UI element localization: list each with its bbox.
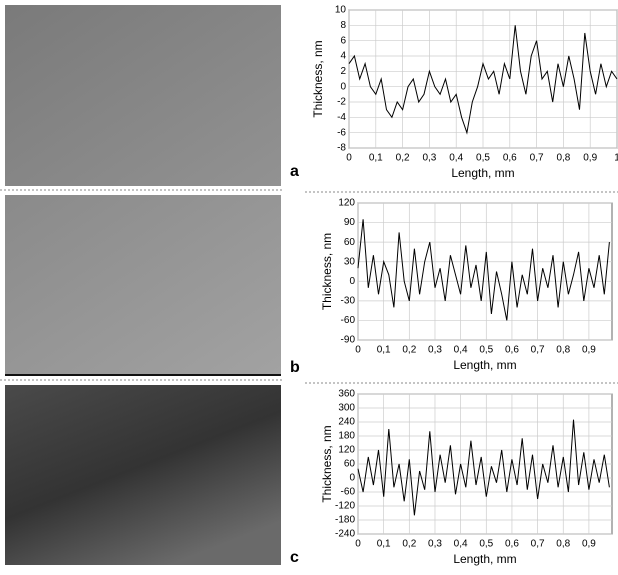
x-tick-label: 0,7 xyxy=(531,345,545,356)
y-tick-label: 10 xyxy=(335,5,347,16)
y-tick-label: -180 xyxy=(335,515,355,526)
panel-label: b xyxy=(290,359,300,376)
micrograph-c xyxy=(5,385,281,565)
y-tick-label: 0 xyxy=(340,81,346,92)
y-tick-label: -60 xyxy=(341,315,356,326)
x-tick-label: 0,5 xyxy=(479,539,493,550)
x-axis-title: Length, mm xyxy=(453,552,516,566)
micrograph-a xyxy=(5,5,281,186)
x-tick-label: 0,9 xyxy=(582,345,596,356)
x-tick-label: 0 xyxy=(346,153,352,164)
x-tick-label: 0,3 xyxy=(428,345,442,356)
y-tick-label: 2 xyxy=(340,66,346,77)
y-tick-label: -60 xyxy=(341,487,356,498)
x-tick-label: 0,9 xyxy=(582,539,596,550)
y-tick-label: -8 xyxy=(337,143,346,154)
y-tick-label: 60 xyxy=(344,237,356,248)
panel-label: a xyxy=(290,163,299,180)
x-tick-label: 0,5 xyxy=(476,153,490,164)
x-tick-label: 0,8 xyxy=(556,345,570,356)
x-tick-label: 0,3 xyxy=(422,153,436,164)
x-tick-label: 0,8 xyxy=(556,153,570,164)
x-axis-title: Length, mm xyxy=(453,358,516,372)
y-tick-label: -120 xyxy=(335,501,355,512)
x-tick-label: 0,8 xyxy=(556,539,570,550)
profile-line xyxy=(357,219,610,321)
y-tick-label: 90 xyxy=(344,217,356,228)
y-tick-label: 6 xyxy=(340,35,346,46)
y-tick-label: 120 xyxy=(338,445,355,456)
y-axis-title: Thickness, nm xyxy=(320,233,334,310)
x-tick-label: 0,3 xyxy=(428,539,442,550)
x-axis-title: Length, mm xyxy=(451,166,514,180)
y-tick-label: 300 xyxy=(338,403,355,414)
x-tick-label: 0,5 xyxy=(479,345,493,356)
x-tick-label: 0 xyxy=(355,345,361,356)
y-tick-label: 4 xyxy=(340,51,346,62)
y-tick-label: -30 xyxy=(341,295,356,306)
profile-line xyxy=(348,25,618,135)
x-tick-label: 0,6 xyxy=(505,539,519,550)
x-tick-label: 1 xyxy=(614,153,618,164)
y-tick-label: 360 xyxy=(338,389,355,400)
y-tick-label: -6 xyxy=(337,127,346,138)
micrograph-b xyxy=(5,195,281,375)
x-tick-label: 0,1 xyxy=(377,539,391,550)
x-tick-label: 0,2 xyxy=(402,539,416,550)
plot-area xyxy=(357,202,613,341)
x-tick-label: 0,9 xyxy=(583,153,597,164)
profile-line xyxy=(357,419,610,516)
x-tick-label: 0,4 xyxy=(454,345,468,356)
y-tick-label: -240 xyxy=(335,529,355,540)
x-tick-label: 0,4 xyxy=(454,539,468,550)
x-tick-label: 0 xyxy=(355,539,361,550)
x-tick-label: 0,6 xyxy=(503,153,517,164)
x-tick-label: 0,2 xyxy=(396,153,410,164)
y-tick-label: 8 xyxy=(340,20,346,31)
x-tick-label: 0,7 xyxy=(530,153,544,164)
y-tick-label: -90 xyxy=(341,335,356,346)
y-tick-label: 0 xyxy=(349,276,355,287)
x-tick-label: 0,7 xyxy=(531,539,545,550)
x-tick-label: 0,6 xyxy=(505,345,519,356)
x-tick-label: 0,2 xyxy=(402,345,416,356)
y-tick-label: 120 xyxy=(338,198,355,209)
y-axis-title: Thickness, nm xyxy=(311,40,325,117)
y-tick-label: 0 xyxy=(349,473,355,484)
x-tick-label: 0,1 xyxy=(377,345,391,356)
y-tick-label: -4 xyxy=(337,112,346,123)
y-tick-label: 30 xyxy=(344,256,356,267)
x-tick-label: 0,1 xyxy=(369,153,383,164)
panel-label: c xyxy=(290,549,299,566)
x-tick-label: 0,4 xyxy=(449,153,463,164)
y-tick-label: 180 xyxy=(338,431,355,442)
y-tick-label: 240 xyxy=(338,417,355,428)
y-tick-label: -2 xyxy=(337,97,346,108)
y-axis-title: Thickness, nm xyxy=(320,425,334,502)
y-tick-label: 60 xyxy=(344,459,356,470)
